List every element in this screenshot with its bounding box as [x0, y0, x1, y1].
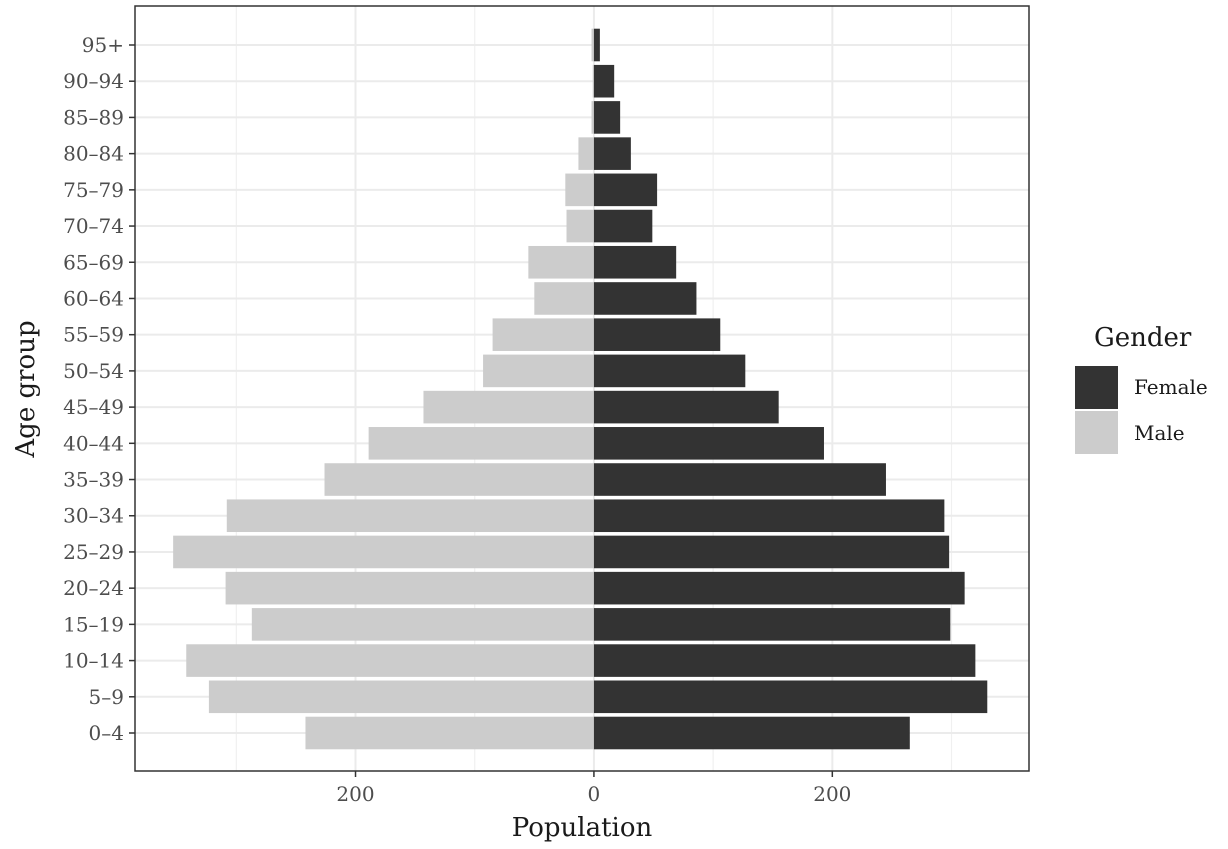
bar-female [593, 499, 945, 533]
y-tick-label: 30–34 [63, 504, 124, 528]
y-tick-label: 40–44 [63, 431, 124, 455]
bar-female [593, 427, 824, 460]
bar-male [591, 28, 594, 62]
bar-male [305, 716, 594, 750]
y-tick-label: 95+ [82, 33, 124, 57]
bar-male [173, 535, 594, 569]
bar-female [593, 64, 615, 98]
y-tick-label: 75–79 [63, 178, 124, 202]
bar-male [534, 282, 594, 315]
bar-female [593, 390, 779, 424]
bar-male [208, 680, 594, 714]
y-tick-label: 85–89 [63, 105, 124, 129]
y-tick-label: 0–4 [89, 721, 124, 745]
bar-male [423, 390, 594, 424]
legend: Gender Female Male [1075, 323, 1208, 454]
bar-female [593, 28, 600, 62]
legend-title: Gender [1094, 323, 1192, 353]
plot-panel-border [134, 5, 1030, 772]
y-tick-label: 5–9 [89, 685, 124, 709]
bar-female [593, 644, 976, 677]
bar-male [225, 571, 594, 605]
bar-male [226, 499, 594, 533]
x-tick-label: 0 [588, 782, 601, 806]
bar-male [492, 318, 594, 351]
x-axis-title: Population [512, 813, 653, 843]
bar-female [593, 282, 697, 315]
bar-male [186, 644, 594, 677]
y-tick-label: 50–54 [63, 359, 124, 383]
bar-female [593, 463, 886, 496]
y-tick-label: 45–49 [63, 395, 124, 419]
bar-male [578, 137, 594, 170]
bar-female [593, 716, 910, 750]
y-tick-label: 70–74 [63, 214, 124, 238]
y-tick-label: 15–19 [63, 612, 124, 636]
bar-female [593, 137, 631, 170]
bar-female [593, 354, 746, 388]
y-tick-label: 10–14 [63, 649, 124, 673]
bar-female [593, 209, 653, 243]
bar-female [593, 608, 951, 641]
bar-female [593, 571, 965, 605]
y-tick-label: 55–59 [63, 323, 124, 347]
legend-label-female: Female [1134, 375, 1208, 399]
y-axis: 0–4 5–9 10–14 15–19 20–24 25–29 30–34 35–39 40–4… [63, 33, 135, 745]
bar-female [593, 680, 988, 714]
bar-male [528, 245, 594, 279]
bar-female [593, 173, 658, 207]
female-bars [593, 28, 988, 750]
legend-label-male: Male [1134, 421, 1185, 445]
bar-male [591, 101, 594, 134]
minor-gridlines [235, 6, 953, 771]
x-tick-label: 200 [336, 782, 374, 806]
y-tick-label: 90–94 [63, 69, 124, 93]
bar-male [566, 209, 594, 243]
y-tick-label: 80–84 [63, 142, 124, 166]
legend-key-female [1075, 366, 1118, 409]
bar-female [593, 245, 677, 279]
y-tick-label: 60–64 [63, 286, 124, 310]
y-tick-label: 20–24 [63, 576, 124, 600]
x-tick-label: 200 [813, 782, 851, 806]
bar-female [593, 535, 950, 569]
y-axis-title: Age group [11, 320, 41, 458]
bar-female [593, 318, 721, 351]
y-tick-label: 25–29 [63, 540, 124, 564]
legend-key-male [1075, 411, 1118, 454]
bar-male [251, 608, 594, 641]
bar-male [592, 64, 594, 98]
y-tick-label: 35–39 [63, 468, 124, 492]
bar-female [593, 101, 621, 134]
bar-male [368, 427, 594, 460]
male-bars [173, 28, 594, 750]
y-tick-label: 65–69 [63, 250, 124, 274]
bar-male [565, 173, 594, 207]
x-axis: 200 0 200 [336, 771, 851, 806]
bar-male [324, 463, 594, 496]
bar-male [483, 354, 594, 388]
